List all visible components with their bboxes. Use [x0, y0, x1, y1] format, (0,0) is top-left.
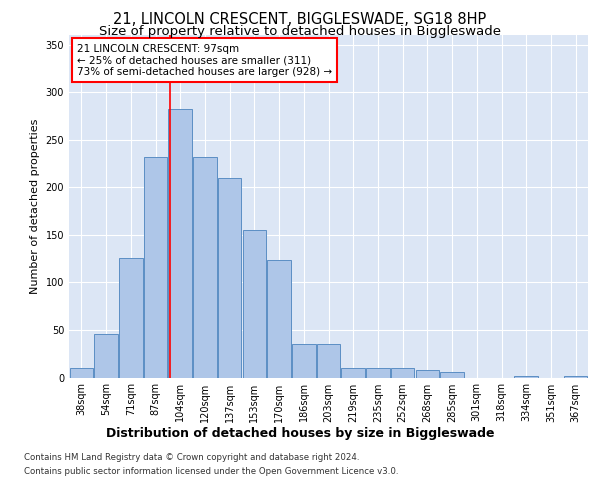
Bar — [366, 368, 389, 378]
Y-axis label: Number of detached properties: Number of detached properties — [30, 118, 40, 294]
Bar — [440, 372, 464, 378]
Text: 21, LINCOLN CRESCENT, BIGGLESWADE, SG18 8HP: 21, LINCOLN CRESCENT, BIGGLESWADE, SG18 … — [113, 12, 487, 28]
Bar — [564, 376, 587, 378]
Text: Size of property relative to detached houses in Biggleswade: Size of property relative to detached ho… — [99, 25, 501, 38]
Bar — [341, 368, 365, 378]
Text: 21 LINCOLN CRESCENT: 97sqm
← 25% of detached houses are smaller (311)
73% of sem: 21 LINCOLN CRESCENT: 97sqm ← 25% of deta… — [77, 44, 332, 77]
Bar — [242, 230, 266, 378]
Text: Contains HM Land Registry data © Crown copyright and database right 2024.: Contains HM Land Registry data © Crown c… — [24, 454, 359, 462]
Text: Distribution of detached houses by size in Biggleswade: Distribution of detached houses by size … — [106, 428, 494, 440]
Bar — [169, 109, 192, 378]
Bar — [144, 157, 167, 378]
Bar — [292, 344, 316, 378]
Text: Contains public sector information licensed under the Open Government Licence v3: Contains public sector information licen… — [24, 467, 398, 476]
Bar — [514, 376, 538, 378]
Bar — [391, 368, 415, 378]
Bar — [317, 344, 340, 378]
Bar — [218, 178, 241, 378]
Bar — [94, 334, 118, 378]
Bar — [70, 368, 93, 378]
Bar — [268, 260, 291, 378]
Bar — [119, 258, 143, 378]
Bar — [416, 370, 439, 378]
Bar — [193, 157, 217, 378]
